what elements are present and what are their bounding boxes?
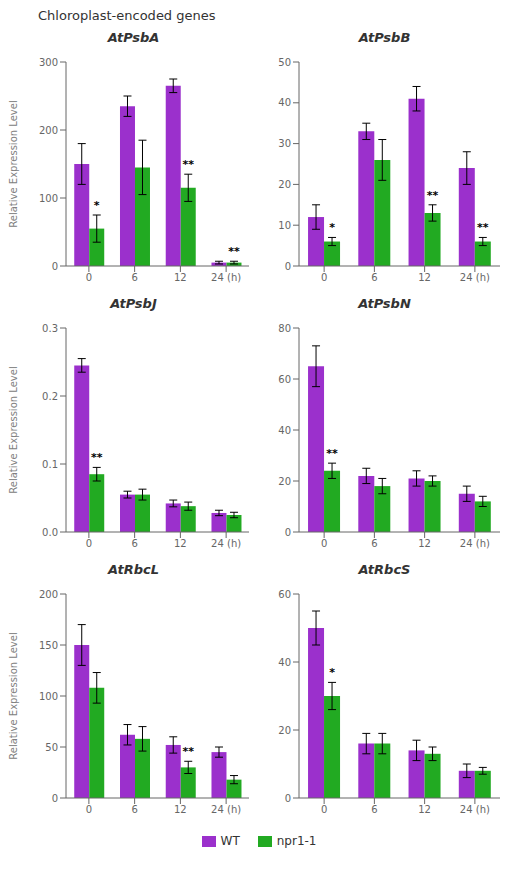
svg-text:6: 6: [371, 804, 377, 815]
svg-text:Relative Expression Level: Relative Expression Level: [8, 632, 19, 759]
html-text:Chloroplast-encoded genes: Chloroplast-encoded genes: [38, 8, 216, 23]
html-text:AtPsbA: AtPsbA: [107, 30, 160, 45]
svg-text:0: 0: [321, 272, 327, 283]
svg-text:**: **: [91, 451, 103, 464]
svg-text:24 (h): 24 (h): [211, 538, 241, 549]
svg-text:12: 12: [174, 538, 187, 549]
svg-text:20: 20: [278, 179, 291, 190]
html-text:AtRbcL: AtRbcL: [108, 562, 159, 577]
svg-text:24 (h): 24 (h): [460, 538, 490, 549]
svg-text:0: 0: [321, 538, 327, 549]
svg-text:150: 150: [39, 640, 58, 651]
svg-text:*: *: [329, 221, 335, 234]
svg-text:6: 6: [131, 804, 137, 815]
svg-text:50: 50: [278, 57, 291, 68]
svg-text:**: **: [477, 221, 489, 234]
svg-text:**: **: [182, 745, 194, 758]
svg-text:12: 12: [418, 538, 431, 549]
svg-text:50: 50: [45, 742, 58, 753]
svg-text:6: 6: [371, 538, 377, 549]
svg-text:24 (h): 24 (h): [211, 272, 241, 283]
svg-text:100: 100: [39, 193, 58, 204]
svg-text:40: 40: [278, 425, 291, 436]
svg-text:**: **: [228, 245, 240, 258]
svg-text:200: 200: [39, 589, 58, 600]
svg-text:**: **: [326, 447, 338, 460]
svg-text:40: 40: [278, 657, 291, 668]
svg-text:6: 6: [131, 272, 137, 283]
svg-text:0: 0: [86, 272, 92, 283]
svg-text:24 (h): 24 (h): [211, 804, 241, 815]
svg-text:6: 6: [131, 538, 137, 549]
svg-text:0: 0: [52, 261, 58, 272]
svg-text:100: 100: [39, 691, 58, 702]
html-text:AtPsbJ: AtPsbJ: [110, 296, 157, 311]
html-text:AtPsbN: AtPsbN: [358, 296, 411, 311]
svg-text:0: 0: [321, 804, 327, 815]
svg-text:6: 6: [371, 272, 377, 283]
svg-text:20: 20: [278, 476, 291, 487]
svg-text:10: 10: [278, 220, 291, 231]
svg-text:0.3: 0.3: [42, 323, 58, 334]
svg-text:300: 300: [39, 57, 58, 68]
svg-text:Relative Expression Level: Relative Expression Level: [8, 366, 19, 493]
svg-text:200: 200: [39, 125, 58, 136]
svg-text:12: 12: [418, 272, 431, 283]
svg-text:60: 60: [278, 589, 291, 600]
svg-text:0.0: 0.0: [42, 527, 58, 538]
svg-text:**: **: [427, 189, 439, 202]
svg-text:60: 60: [278, 374, 291, 385]
html-text:npr1-1: npr1-1: [276, 834, 317, 848]
svg-text:0.1: 0.1: [42, 459, 58, 470]
svg-text:*: *: [329, 666, 335, 679]
svg-text:0: 0: [285, 261, 291, 272]
svg-text:0: 0: [285, 527, 291, 538]
svg-text:**: **: [182, 158, 194, 171]
html-text:AtPsbB: AtPsbB: [358, 30, 411, 45]
svg-text:24 (h): 24 (h): [460, 804, 490, 815]
svg-text:Relative Expression Level: Relative Expression Level: [8, 100, 19, 227]
svg-text:80: 80: [278, 323, 291, 334]
svg-text:24 (h): 24 (h): [460, 272, 490, 283]
svg-text:30: 30: [278, 138, 291, 149]
svg-text:0.2: 0.2: [42, 391, 58, 402]
html-text:WT: WT: [220, 834, 240, 848]
svg-text:12: 12: [174, 272, 187, 283]
svg-text:12: 12: [174, 804, 187, 815]
svg-text:*: *: [94, 199, 100, 212]
svg-text:0: 0: [285, 793, 291, 804]
svg-text:40: 40: [278, 97, 291, 108]
svg-text:20: 20: [278, 725, 291, 736]
svg-text:0: 0: [86, 804, 92, 815]
svg-text:12: 12: [418, 804, 431, 815]
html-text:AtRbcS: AtRbcS: [358, 562, 411, 577]
svg-text:0: 0: [52, 793, 58, 804]
svg-text:0: 0: [86, 538, 92, 549]
